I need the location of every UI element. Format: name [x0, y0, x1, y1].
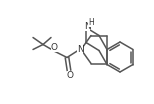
Text: H: H [88, 18, 94, 27]
Text: N: N [77, 45, 83, 54]
Text: O: O [67, 71, 73, 80]
Text: O: O [51, 43, 57, 52]
Text: N: N [84, 22, 90, 31]
